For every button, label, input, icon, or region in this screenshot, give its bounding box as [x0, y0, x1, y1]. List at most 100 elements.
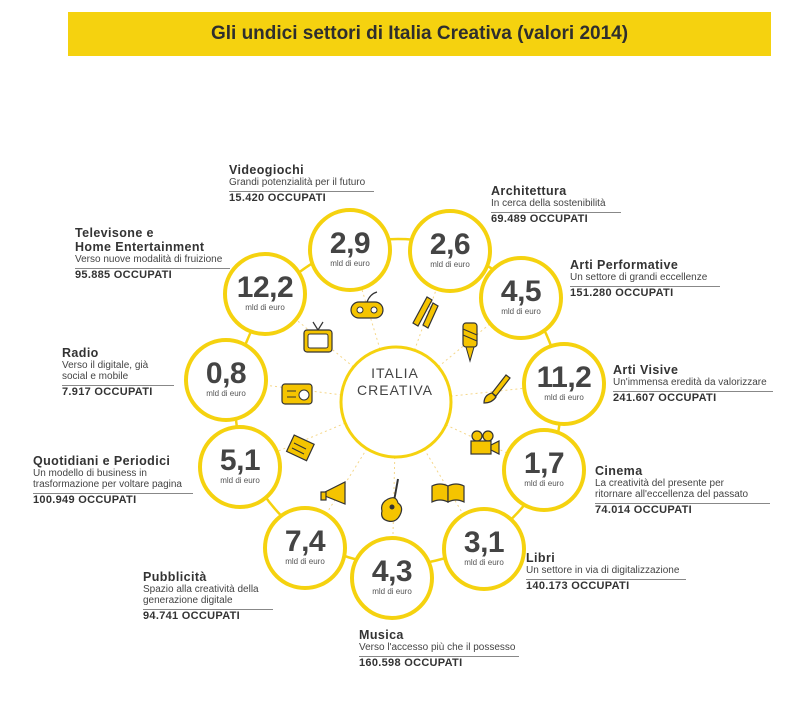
sector-description: generazione digitale — [143, 595, 233, 606]
bubble-arti-performative — [479, 256, 563, 340]
pencil-icon — [412, 296, 439, 329]
sector-description: In cerca della sostenibilità — [491, 198, 606, 209]
bubble-value-architettura: 2,6 mld di euro — [410, 230, 490, 270]
sector-description: social e mobile — [62, 371, 129, 382]
sector-unit: mld di euro — [372, 587, 412, 596]
bubble-cinema — [502, 428, 586, 512]
center-label: ITALIA CREATIVA — [340, 365, 450, 399]
bubble-value-quotidiani: 5,1 mld di euro — [200, 446, 280, 486]
bubble-radio — [184, 338, 268, 422]
sector-name: Arti Visive — [613, 363, 679, 377]
sector-unit: mld di euro — [330, 259, 370, 268]
sector-value: 4,3 — [371, 555, 413, 588]
bubble-value-radio: 0,8 mld di euro — [186, 359, 266, 399]
bubble-libri — [442, 507, 526, 591]
sector-label-musica: Musica Verso l'accesso più che il possess… — [359, 628, 519, 669]
sector-value: 1,7 — [523, 447, 565, 480]
sector-description: trasformazione per voltare pagina — [33, 479, 182, 490]
sector-description: La creatività del presente per — [595, 478, 724, 489]
sector-name: Arti Performative — [570, 258, 679, 272]
sector-description: Un settore di grandi eccellenze — [570, 272, 708, 283]
sector-value: 0,8 — [205, 357, 247, 390]
sector-unit: mld di euro — [430, 260, 470, 269]
sector-unit: mld di euro — [544, 393, 584, 402]
guitar-icon — [381, 478, 403, 522]
bubble-musica — [350, 536, 434, 620]
sector-name: Musica — [359, 628, 404, 642]
paintbrush-icon — [483, 374, 511, 404]
sector-value: 3,1 — [463, 526, 505, 559]
bubble-value-videogiochi: 2,9 mld di euro — [310, 229, 390, 269]
newspaper-icon — [285, 434, 315, 462]
bubble-value-pubblicita: 7,4 mld di euro — [265, 527, 345, 567]
bubble-value-musica: 4,3 mld di euro — [352, 557, 432, 597]
sector-label-cinema: Cinema La creatività del presente per rito… — [595, 464, 770, 516]
sector-label-libri: Libri Un settore in via di digitalizzazio… — [526, 551, 686, 592]
center-circle — [339, 345, 453, 459]
sector-description: Grandi potenzialità per il futuro — [229, 177, 366, 188]
sector-name: Libri — [526, 551, 556, 565]
sector-jobs: 160.598 OCCUPATI — [359, 656, 519, 669]
sector-description: Un'immensa eredità da valorizzare — [613, 377, 767, 388]
sector-jobs: 151.280 OCCUPATI — [570, 286, 720, 299]
bubble-value-arti-performative: 4,5 mld di euro — [481, 277, 561, 317]
sector-name: Home Entertainment — [75, 240, 205, 254]
sector-unit: mld di euro — [524, 479, 564, 488]
sector-unit: mld di euro — [501, 307, 541, 316]
bubble-videogiochi — [308, 208, 392, 292]
sector-jobs: 69.489 OCCUPATI — [491, 212, 621, 225]
sector-value: 5,1 — [219, 444, 261, 477]
book-icon — [431, 483, 465, 503]
bubble-architettura — [408, 209, 492, 293]
spoke-libri — [395, 401, 485, 550]
sector-jobs: 15.420 OCCUPATI — [229, 191, 374, 204]
sector-value: 7,4 — [284, 525, 326, 558]
bubble-value-arti-visive: 11,2 mld di euro — [524, 363, 604, 403]
sector-name: Quotidiani e Periodici — [33, 454, 171, 468]
sector-value: 2,6 — [429, 228, 471, 261]
title-banner: Gli undici settori di Italia Creativa (v… — [68, 12, 771, 56]
ballet-shoes-icon — [462, 322, 478, 363]
sector-description: Spazio alla creatività della — [143, 584, 259, 595]
sector-jobs: 95.885 OCCUPATI — [75, 268, 230, 281]
center-line-2: CREATIVA — [357, 382, 433, 398]
gamepad-icon — [350, 291, 384, 319]
tv-icon — [303, 321, 333, 353]
sector-name: Architettura — [491, 184, 567, 198]
sector-name: Videogiochi — [229, 163, 305, 177]
sector-name: Pubblicità — [143, 570, 207, 584]
bubble-value-televisione: 12,2 mld di euro — [225, 273, 305, 313]
sector-description: ritornare all'eccellenza del passato — [595, 489, 749, 500]
bubble-value-libri: 3,1 mld di euro — [444, 528, 524, 568]
bubble-value-cinema: 1,7 mld di euro — [504, 449, 584, 489]
sector-jobs: 94.741 OCCUPATI — [143, 609, 273, 622]
sector-value: 11,2 — [536, 361, 592, 394]
center-line-1: ITALIA — [371, 365, 419, 381]
sector-unit: mld di euro — [206, 389, 246, 398]
sector-description: Un modello di business in — [33, 468, 147, 479]
sector-description: Verso l'accesso più che il possesso — [359, 642, 516, 653]
sector-jobs: 7.917 OCCUPATI — [62, 385, 174, 398]
sector-description: Verso il digitale, già — [62, 360, 149, 371]
sector-unit: mld di euro — [285, 557, 325, 566]
sector-label-quotidiani: Quotidiani e Periodici Un modello di busi… — [33, 454, 193, 506]
sector-label-arti-visive: Arti Visive Un'immensa eredità da valoriz… — [613, 363, 773, 404]
bubble-quotidiani — [198, 425, 282, 509]
sector-unit: mld di euro — [245, 303, 285, 312]
sector-name: Cinema — [595, 464, 643, 478]
sector-jobs: 241.607 OCCUPATI — [613, 391, 773, 404]
sector-label-architettura: Architettura In cerca della sostenibilità… — [491, 184, 621, 225]
sector-value: 12,2 — [236, 271, 294, 304]
sector-jobs: 140.173 OCCUPATI — [526, 579, 686, 592]
sector-jobs: 100.949 OCCUPATI — [33, 493, 193, 506]
bubble-televisione — [223, 252, 307, 336]
sector-description: Verso nuove modalità di fruizione — [75, 254, 223, 265]
sector-description: Un settore in via di digitalizzazione — [526, 565, 680, 576]
sector-label-pubblicita: Pubblicità Spazio alla creatività della ge… — [143, 570, 273, 622]
sector-unit: mld di euro — [464, 558, 504, 567]
bubble-pubblicita — [263, 506, 347, 590]
sector-label-arti-performative: Arti Performative Un settore di grandi ec… — [570, 258, 720, 299]
sector-label-radio: Radio Verso il digitale, già social e mobi… — [62, 346, 174, 398]
sector-value: 2,9 — [329, 227, 371, 260]
